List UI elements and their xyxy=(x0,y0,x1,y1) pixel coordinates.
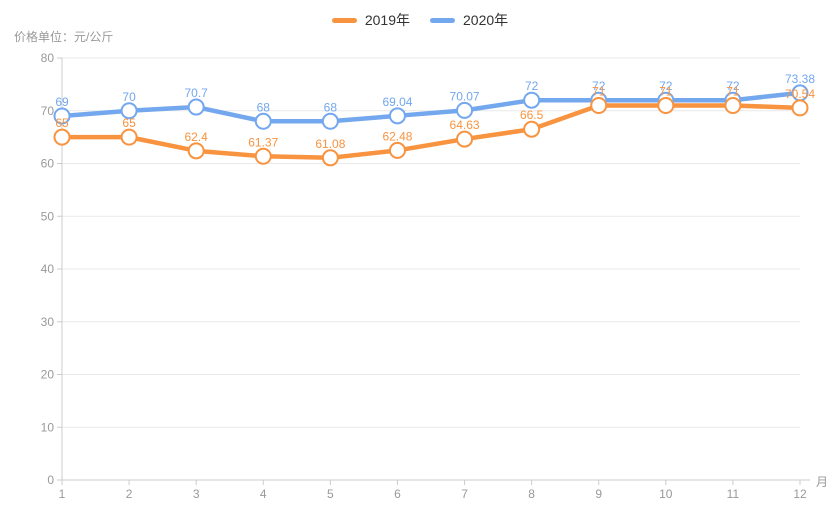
data-point-2019年[interactable] xyxy=(724,96,742,114)
x-axis-tick-label: 11 xyxy=(727,487,740,501)
x-axis-tick-label: 6 xyxy=(394,487,401,501)
data-label-2020年: 73.38 xyxy=(785,72,815,86)
data-point-2019年[interactable] xyxy=(321,149,339,167)
x-axis-tick-label: 10 xyxy=(659,487,673,501)
x-axis-tick-label: 9 xyxy=(595,487,602,501)
data-label-2020年: 72 xyxy=(525,79,539,93)
data-point-2019年[interactable] xyxy=(791,99,809,117)
y-axis-tick-label: 0 xyxy=(47,473,54,487)
x-axis-tick-label: 7 xyxy=(461,487,468,501)
x-axis-tick-label: 4 xyxy=(260,487,267,501)
data-point-2019年[interactable] xyxy=(590,96,608,114)
data-point-2019年[interactable] xyxy=(657,96,675,114)
data-label-2019年: 71 xyxy=(659,84,673,98)
data-label-2019年: 70.54 xyxy=(785,87,815,101)
data-point-2020年[interactable] xyxy=(53,107,71,125)
x-axis-tick-label: 8 xyxy=(528,487,535,501)
series-line-2020年[interactable] xyxy=(59,90,803,124)
y-axis-tick-label: 30 xyxy=(41,315,55,329)
data-label-2019年: 65 xyxy=(55,116,69,130)
legend-item-2019[interactable]: 2019年 xyxy=(331,10,410,30)
x-axis-tick-label: 5 xyxy=(327,487,334,501)
data-label-2020年: 72 xyxy=(726,79,740,93)
data-label-2019年: 61.37 xyxy=(248,135,278,149)
data-point-2020年[interactable] xyxy=(254,112,272,130)
y-axis-tick-label: 50 xyxy=(41,209,55,223)
data-point-2019年[interactable] xyxy=(120,128,138,146)
legend-item-2020[interactable]: 2020年 xyxy=(430,10,508,30)
data-label-2020年: 69 xyxy=(55,95,69,109)
y-axis-tick-label: 10 xyxy=(41,420,55,434)
data-point-2019年[interactable] xyxy=(456,130,474,148)
data-label-2020年: 69.04 xyxy=(382,95,412,109)
data-label-2019年: 66.5 xyxy=(520,108,544,122)
y-axis-tick-label: 40 xyxy=(41,262,55,276)
y-axis-tick-label: 60 xyxy=(41,157,55,171)
y-axis-name: 价格单位：元/公斤 xyxy=(14,30,114,44)
data-label-2019年: 62.4 xyxy=(185,130,209,144)
data-point-2020年[interactable] xyxy=(120,102,138,120)
legend-label-2019: 2019年 xyxy=(364,12,410,28)
x-axis-tick-label: 2 xyxy=(126,487,133,501)
legend-marker-2020-icon xyxy=(430,17,455,23)
x-axis-tick-label: 1 xyxy=(59,487,66,501)
data-label-2020年: 72 xyxy=(659,79,673,93)
x-axis-tick-label: 3 xyxy=(193,487,200,501)
data-label-2019年: 62.48 xyxy=(382,129,412,143)
data-point-2020年[interactable] xyxy=(523,91,541,109)
data-label-2020年: 70.7 xyxy=(185,86,209,100)
series-line-2019年[interactable] xyxy=(59,103,803,161)
data-point-2020年[interactable] xyxy=(388,107,406,125)
data-label-2019年: 71 xyxy=(592,84,606,98)
data-point-2019年[interactable] xyxy=(254,147,272,165)
data-point-2019年[interactable] xyxy=(187,142,205,160)
data-point-2020年[interactable] xyxy=(187,98,205,116)
data-point-2019年[interactable] xyxy=(388,141,406,159)
data-label-2019年: 65 xyxy=(122,116,136,130)
data-point-2019年[interactable] xyxy=(53,128,71,146)
y-axis-tick-label: 20 xyxy=(41,368,55,382)
x-axis-tick-label: 12 xyxy=(793,487,807,501)
data-label-2020年: 68 xyxy=(257,100,271,114)
data-label-2020年: 70 xyxy=(122,90,136,104)
data-label-2020年: 72 xyxy=(592,79,606,93)
y-axis-tick-label: 80 xyxy=(41,51,55,65)
data-point-2019年[interactable] xyxy=(523,120,541,138)
data-label-2019年: 71 xyxy=(726,84,740,98)
data-label-2020年: 70.07 xyxy=(450,89,480,103)
data-label-2019年: 61.08 xyxy=(315,137,345,151)
legend-marker-2019-icon xyxy=(331,17,357,23)
data-label-2019年: 64.63 xyxy=(450,118,480,132)
data-label-2020年: 68 xyxy=(324,100,338,114)
y-axis-tick-label: 70 xyxy=(41,104,55,118)
data-point-2020年[interactable] xyxy=(321,112,339,130)
data-point-2020年[interactable] xyxy=(456,101,474,119)
legend: 2019年 2020年 xyxy=(0,10,840,30)
x-axis-name: 月 xyxy=(816,475,828,489)
legend-label-2020: 2020年 xyxy=(463,12,509,28)
